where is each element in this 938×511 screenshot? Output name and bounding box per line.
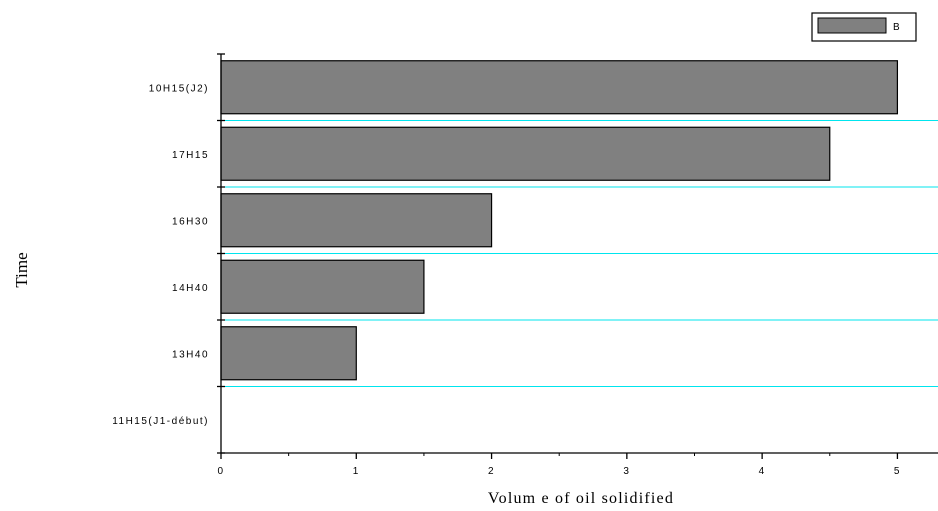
y-tick-label: 16H30 [172,216,209,227]
x-tick-label: 1 [353,466,360,477]
bars [220,60,899,381]
x-tick-labels: 0 1 2 3 4 5 [217,466,901,477]
bar [220,326,357,381]
y-tick-label: 17H15 [172,150,209,161]
legend-label: B [893,22,900,33]
y-tick-labels: 11H15(J1-début) 13H40 14H40 16H30 17H15 10H15… [112,83,209,427]
y-tick-label: 14H40 [172,283,209,294]
y-tick-label: 13H40 [172,349,209,360]
x-tick-label: 0 [217,466,224,477]
x-axis-title: Volum e of oil solidified [488,490,674,507]
x-tick-label: 3 [623,466,630,477]
gridlines [221,120,938,387]
y-axis-title: Time [12,252,31,287]
x-tick-label: 4 [759,466,766,477]
x-tick-label: 2 [488,466,495,477]
y-tick-label: 11H15(J1-début) [112,416,209,427]
legend: B [811,12,917,42]
bar [220,60,899,115]
bar [220,126,831,181]
bar [220,193,493,248]
legend-swatch [817,17,887,34]
bar [220,259,425,314]
x-tick-label: 5 [894,466,901,477]
y-tick-label: 10H15(J2) [149,83,209,94]
axes [217,53,938,459]
